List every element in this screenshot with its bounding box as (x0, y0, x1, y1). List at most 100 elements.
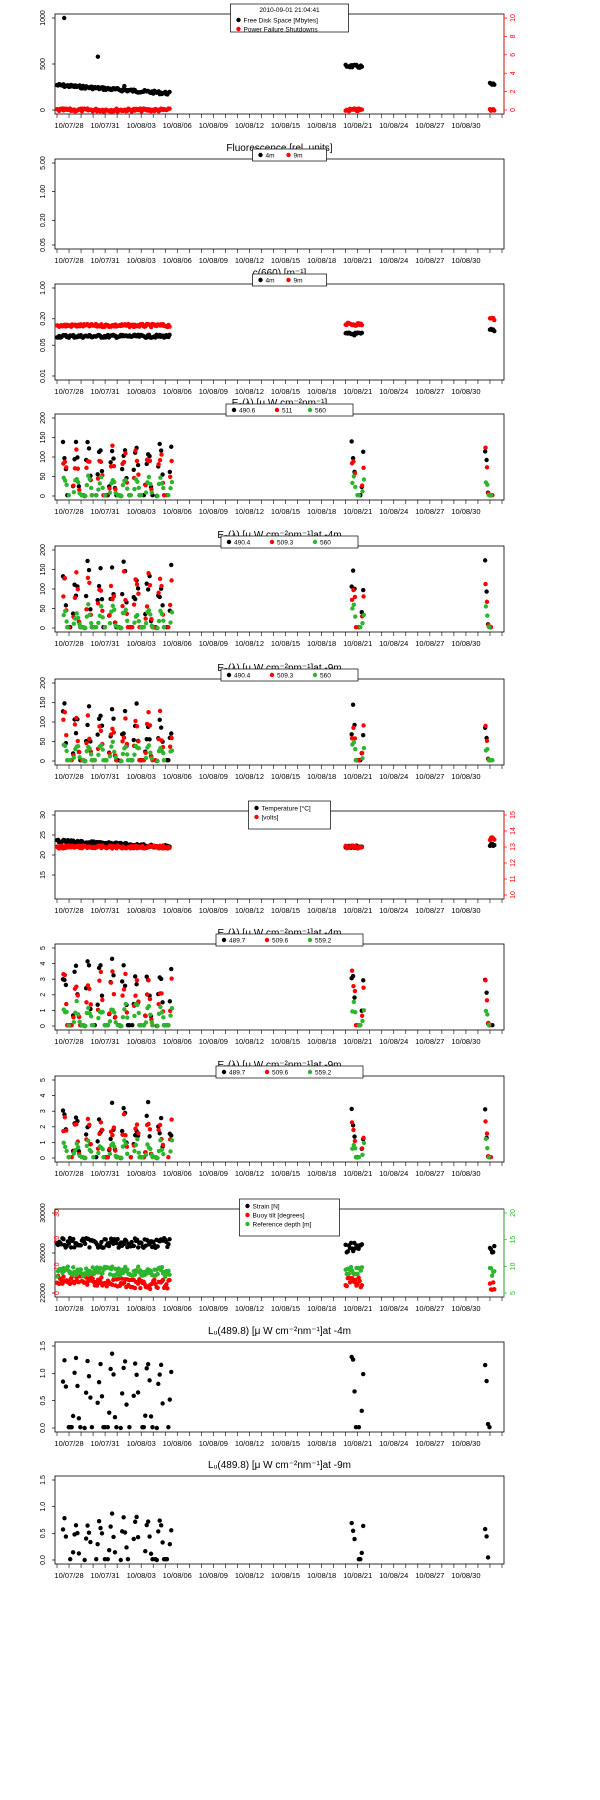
data-point (88, 1142, 93, 1147)
x-tick-label: 10/08/27 (415, 256, 444, 265)
data-point (147, 996, 153, 1002)
data-point (169, 731, 174, 736)
data-point (350, 480, 355, 486)
panel-12: Lᵤ(489.8) [μ W cm⁻²nm⁻¹]at -9m 0.0 0.5 1.0 1… (40, 1460, 505, 1580)
data-point (83, 1390, 89, 1395)
x-tick-label: 10/08/24 (379, 1571, 408, 1580)
data-point (88, 620, 94, 626)
data-point (135, 1245, 141, 1250)
x-tick-label: 10/08/18 (307, 906, 336, 915)
data-point (83, 1155, 88, 1161)
x-tick-label: 10/08/12 (235, 772, 264, 781)
data-point (107, 620, 113, 626)
x-tick-label: 10/08/03 (127, 1439, 156, 1448)
data-point (78, 1243, 84, 1248)
data-point (161, 750, 166, 756)
legend-box (220, 535, 359, 549)
data-point (482, 558, 488, 563)
data-point (73, 1115, 79, 1120)
data-point (107, 1019, 113, 1024)
data-point (361, 1140, 367, 1146)
data-point (99, 1275, 104, 1280)
data-point (82, 1557, 87, 1563)
data-point (129, 1239, 134, 1245)
data-point (121, 1105, 126, 1111)
data-point (348, 1264, 354, 1270)
data-point (134, 1514, 139, 1520)
x-tick-label: 10/08/06 (163, 256, 192, 265)
data-point (135, 1137, 140, 1142)
panel-title: Lᵤ(489.8) [μ W cm⁻²nm⁻¹]at -9m (208, 1460, 351, 1471)
data-point (86, 473, 91, 478)
data-point (100, 615, 105, 620)
data-point (94, 625, 99, 630)
data-point (358, 1557, 363, 1562)
x-tick-label: 10/07/28 (54, 1439, 83, 1448)
data-point (147, 1534, 152, 1539)
y-tick-label: 1.0 (40, 1502, 47, 1512)
data-point (76, 1416, 82, 1421)
data-point (169, 976, 174, 981)
x-tick-label: 10/08/06 (163, 121, 192, 130)
data-point (123, 1141, 128, 1146)
y-inner-tick-label: 0 (54, 1291, 61, 1295)
legend-marker (264, 1069, 270, 1075)
data-point (62, 743, 68, 748)
data-point (108, 1136, 113, 1142)
data-point (135, 479, 140, 484)
data-point (71, 1151, 77, 1156)
data-point (113, 1014, 118, 1020)
data-point (85, 439, 90, 445)
x-tick-label: 10/07/31 (91, 387, 120, 396)
data-point (121, 1112, 127, 1117)
data-point (97, 481, 103, 486)
data-point (109, 448, 115, 454)
data-point (121, 559, 126, 564)
y-tick-label: 150 (40, 432, 47, 444)
data-point (167, 999, 173, 1004)
x-tick-label: 10/08/30 (451, 1439, 480, 1448)
data-point (70, 1413, 76, 1419)
data-point (492, 842, 497, 848)
data-point (147, 1134, 152, 1139)
x-tick-label: 10/08/18 (307, 1439, 336, 1448)
data-point (96, 1380, 102, 1385)
y-tick-label: 1 (40, 1140, 47, 1144)
data-point (109, 1511, 115, 1516)
panel-3: c(660) [m⁻¹] 0.01 0.05 0.20 1.00 10/07/28 10/0… (40, 268, 505, 396)
data-point (167, 474, 173, 479)
legend-label: Free Disk Space [Mbytes] (244, 18, 319, 25)
data-point (88, 1149, 94, 1154)
data-point (148, 481, 153, 487)
data-points (60, 701, 495, 764)
data-point (67, 1281, 73, 1287)
data-point (76, 1551, 82, 1556)
panel-title: Lᵤ(489.8) [μ W cm⁻²nm⁻¹]at -4m (208, 1326, 351, 1337)
legend-marker (254, 814, 259, 820)
data-point (99, 1531, 105, 1536)
x-tick-label: 10/07/28 (54, 1304, 83, 1313)
x-tick-label: 10/08/24 (379, 1169, 408, 1178)
data-point (483, 604, 489, 609)
data-point (62, 478, 68, 483)
panel-6: Eₙ(λ) [μ W cm⁻²nm⁻¹]at -9m 0 50 100 150 200 10… (40, 663, 505, 781)
data-point (359, 322, 365, 328)
data-point (484, 599, 490, 605)
data-point (353, 484, 358, 490)
data-point (168, 1013, 173, 1018)
y-tick-label: 30 (40, 811, 47, 819)
data-point (134, 701, 139, 706)
legend-label: 489.7 (229, 1070, 246, 1077)
data-point (169, 610, 175, 615)
data-point (106, 1243, 112, 1249)
data-point (99, 742, 104, 748)
data-point (135, 612, 140, 618)
data-point (134, 978, 140, 983)
data-point (124, 1402, 129, 1407)
x-tick-label: 10/08/09 (199, 387, 228, 396)
data-point (487, 625, 492, 630)
data-point (98, 1265, 103, 1271)
y-tick-label: 2 (40, 993, 47, 997)
x-tick-label: 10/08/12 (235, 121, 264, 130)
data-point (72, 595, 78, 601)
